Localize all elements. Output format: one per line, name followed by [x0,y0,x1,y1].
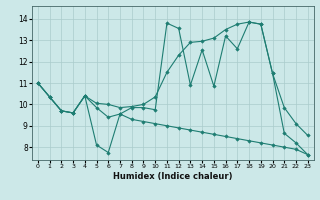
X-axis label: Humidex (Indice chaleur): Humidex (Indice chaleur) [113,172,233,181]
